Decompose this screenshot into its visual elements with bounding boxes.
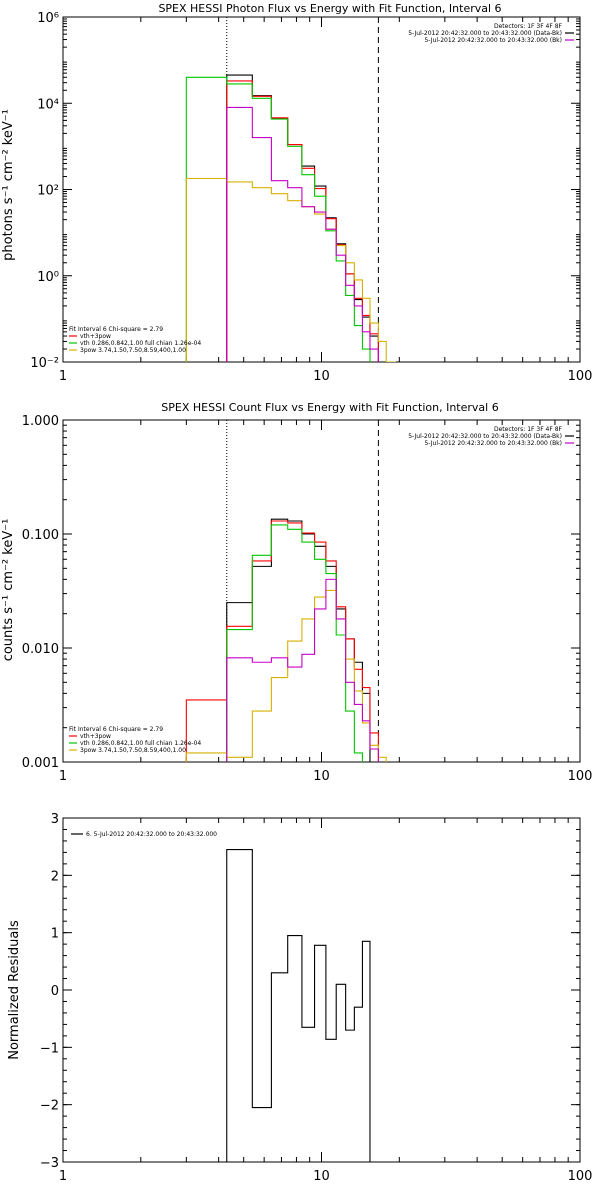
top-legend-entry: 5-Jul-2012 20:42:32.000 to 20:43:32.000 …	[408, 433, 562, 440]
y-tick-label: 0	[51, 984, 59, 999]
series-data-bk	[226, 74, 379, 362]
x-tick-label: 100	[568, 769, 593, 784]
bottom-legend-entry: vth 0.286,0.842,1.00 full chian 1.26e-04	[80, 340, 201, 347]
bottom-legend-entry: vth+3pow	[80, 333, 111, 340]
y-tick-label: 3	[51, 812, 59, 827]
x-tick-label: 10	[313, 1169, 330, 1184]
series-3pow	[185, 177, 396, 362]
series-vth	[226, 524, 363, 762]
y-tick-label: 10⁻²	[30, 356, 59, 371]
top-legend-entry: Detectors: 1F 3F 4F 8F	[494, 23, 563, 30]
bottom-legend-entry: 3pow 3.74,1.50,7.50,8.59,400,1.00	[80, 747, 186, 754]
x-tick-label: 100	[568, 1169, 593, 1184]
plot-frame	[62, 817, 581, 1163]
plot-frame	[62, 16, 581, 363]
x-tick-label: 10	[313, 369, 330, 384]
top-legend-entry: 5-Jul-2012 20:42:32.000 to 20:43:32.000 …	[424, 440, 562, 447]
x-tick-label: 100	[568, 369, 593, 384]
y-tick-label: 0.001	[22, 756, 59, 771]
photon-flux-plot: 1 10 100 10⁻² 10⁰ 10² 10⁴ 10⁶ Detectors: 1F 3F 4…	[30, 11, 592, 384]
residual-legend-entry: 6. 5-Jul-2012 20:42:32.000 to 20:43:32.0…	[86, 831, 217, 838]
series-vth	[185, 76, 371, 362]
y-tick-label: 10⁶	[37, 11, 59, 26]
x-tick-label: 1	[59, 769, 67, 784]
series-bk	[226, 578, 379, 762]
count-flux-plot: 1 10 100 0.001 0.010 0.100 1.000 Detectors: 1F …	[22, 414, 593, 784]
y-tick-label: 10⁰	[37, 270, 59, 285]
y-tick-label: −2	[40, 1099, 59, 1114]
bottom-legend-entry: Fit Interval 6 Chi-square = 2.79	[69, 726, 163, 733]
plot-frame	[62, 419, 581, 763]
panel1-ylabel: photons s⁻¹ cm⁻² keV⁻¹	[1, 109, 16, 261]
y-tick-label: 2	[51, 869, 59, 884]
x-tick-label: 10	[313, 769, 330, 784]
y-tick-label: 0.100	[22, 528, 59, 543]
y-tick-label: 1.000	[22, 414, 59, 429]
bottom-legend-entry: 3pow 3.74,1.50,7.50,8.59,400,1.00	[80, 347, 186, 354]
x-tick-label: 1	[59, 1169, 67, 1184]
panel2-ylabel: counts s⁻¹ cm⁻² keV⁻¹	[1, 519, 16, 662]
y-tick-label: 0.010	[22, 642, 59, 657]
series-data-bk	[226, 518, 371, 762]
panel2-title: SPEX HESSI Count Flux vs Energy with Fit…	[161, 401, 498, 414]
series-3pow	[185, 589, 387, 762]
y-tick-label: −3	[40, 1156, 59, 1171]
top-legend-entry: Detectors: 1F 3F 4F 8F	[494, 426, 563, 433]
bottom-legend-entry: Fit Interval 6 Chi-square = 2.79	[69, 326, 163, 333]
panel1-title: SPEX HESSI Photon Flux vs Energy with Fi…	[158, 2, 501, 15]
series-residuals	[226, 848, 371, 1162]
bottom-legend-entry: vth+3pow	[80, 733, 111, 740]
top-legend-entry: 5-Jul-2012 20:42:32.000 to 20:43:32.000 …	[408, 30, 562, 37]
series-bk	[226, 106, 379, 362]
bottom-legend-entry: vth 0.286,0.842,1.00 full chian 1.26e-04	[80, 740, 201, 747]
y-tick-label: −1	[40, 1041, 59, 1056]
y-tick-label: 10²	[37, 184, 59, 199]
y-tick-label: 10⁴	[37, 97, 59, 112]
panel3-ylabel: Normalized Residuals	[7, 920, 22, 1060]
y-tick-label: 1	[51, 927, 59, 942]
series-vth-3pow	[226, 80, 379, 362]
residuals-plot: 1 10 100 −3 −2 −1 0 1 2 3 6. 5-Jul-2012 20:42:32.0…	[40, 812, 593, 1184]
x-tick-label: 1	[59, 369, 67, 384]
top-legend-entry: 5-Jul-2012 20:42:32.000 to 20:43:32.000 …	[424, 37, 562, 44]
